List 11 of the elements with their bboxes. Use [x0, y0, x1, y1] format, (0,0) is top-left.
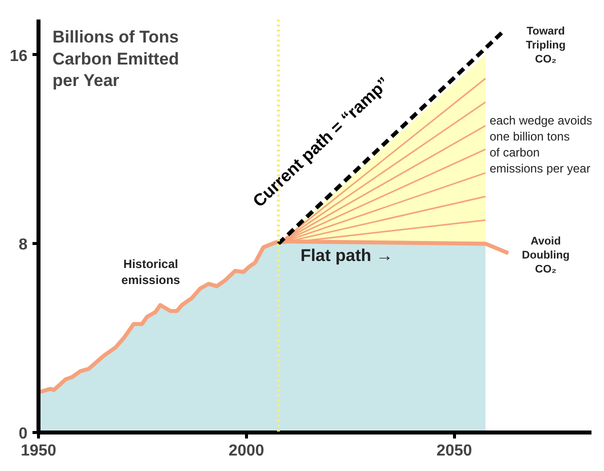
annotation: Historical emissions: [121, 256, 180, 288]
y-tick-label: 8: [18, 236, 28, 254]
y-tick-label: 16: [10, 48, 28, 65]
x-tick-label: 2000: [228, 442, 264, 460]
annotation: Flat path →: [300, 246, 394, 265]
x-tick-label: 1950: [20, 442, 56, 460]
annotation: Toward Tripling CO₂: [526, 26, 566, 66]
annotation: Avoid Doubling CO₂: [522, 236, 570, 276]
y-tick-label: 0: [18, 426, 28, 442]
x-tick-label: 2050: [436, 442, 472, 460]
text: Billions of Tons Carbon Emitted per Year: [52, 28, 180, 90]
